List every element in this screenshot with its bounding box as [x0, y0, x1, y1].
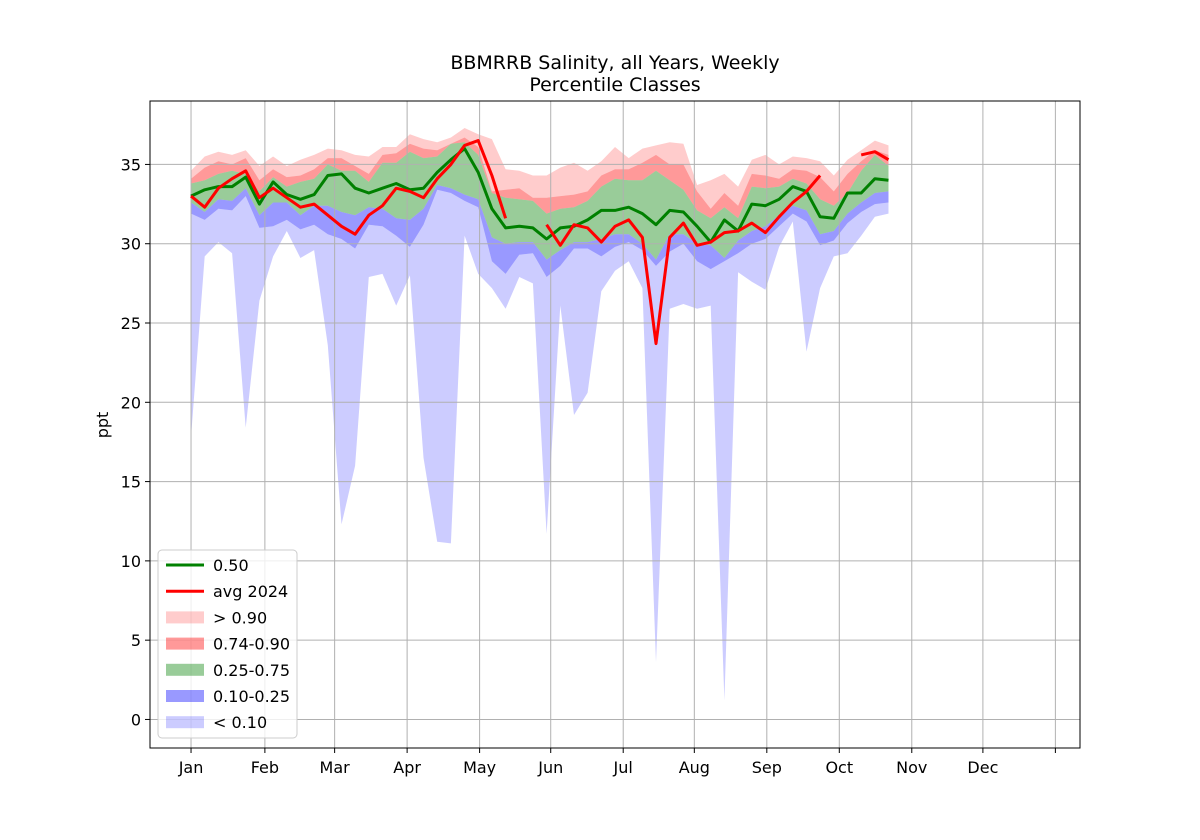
x-tick-label-0: Jan: [178, 758, 204, 777]
legend-swatch-2: [166, 611, 204, 624]
series-line-1: [190, 139, 890, 346]
y-tick-label-0: 0: [131, 710, 141, 729]
y-tick-label-4: 20: [121, 393, 141, 412]
legend-label-4: 0.25-0.75: [213, 661, 290, 680]
series-line-0: [190, 147, 889, 244]
y-axis: 0 5 10 15 20 25 30 35: [121, 155, 150, 729]
x-tick-label-9: Oct: [825, 758, 853, 777]
legend-label-1: avg 2024: [213, 582, 288, 601]
x-tick-label-2: Mar: [320, 758, 351, 777]
legend-box: [157, 549, 298, 739]
band-area-3: [191, 185, 889, 277]
x-tick-label-10: Nov: [896, 758, 927, 777]
chart-title: BBMRRB Salinity, all Years, Weekly: [450, 52, 779, 74]
legend-label-3: 0.74-0.90: [213, 635, 290, 654]
y-tick-label-5: 25: [121, 314, 141, 333]
y-tick-label-6: 30: [121, 235, 141, 254]
y-tick-label-7: 35: [121, 155, 141, 174]
x-tick-label-8: Sep: [752, 758, 782, 777]
chart-subtitle: Percentile Classes: [529, 74, 700, 96]
x-tick-label-4: May: [463, 758, 496, 777]
legend-label-6: < 0.10: [213, 713, 267, 732]
plot-frame: [149, 100, 1081, 749]
x-tick-label-5: Jun: [537, 758, 563, 777]
y-tick-label-3: 15: [121, 473, 141, 492]
legend-label-2: > 0.90: [213, 608, 267, 627]
x-tick-label-3: Apr: [393, 758, 421, 777]
legend-label-5: 0.10-0.25: [213, 687, 290, 706]
x-axis: Jan Feb Mar Apr May Jun Jul Aug Sep Oct Nov Dec: [178, 748, 1056, 777]
y-tick-label-2: 10: [121, 552, 141, 571]
legend-swatch-3: [166, 637, 204, 650]
x-tick-label-1: Feb: [251, 758, 279, 777]
y-tick-label-1: 5: [131, 631, 141, 650]
band-area-4: [191, 189, 889, 701]
band-area-1: [191, 137, 889, 219]
percentile-bands: [191, 128, 889, 701]
legend-swatch-5: [166, 690, 204, 702]
legend-swatch-4: [166, 663, 204, 676]
band-area-0: [191, 128, 889, 209]
x-tick-label-7: Aug: [679, 758, 710, 777]
legend-label-0: 0.50: [213, 556, 249, 575]
band-area-2: [191, 142, 889, 260]
y-axis-label: ppt: [93, 412, 112, 439]
x-tick-label-6: Jul: [613, 758, 633, 777]
legend-swatch-6: [166, 716, 204, 729]
series-lines: [190, 139, 890, 346]
legend: 0.50 avg 2024 > 0.90 0.74-0.90 0.25-0.75 0.10…: [157, 549, 298, 739]
x-tick-label-11: Dec: [967, 758, 998, 777]
